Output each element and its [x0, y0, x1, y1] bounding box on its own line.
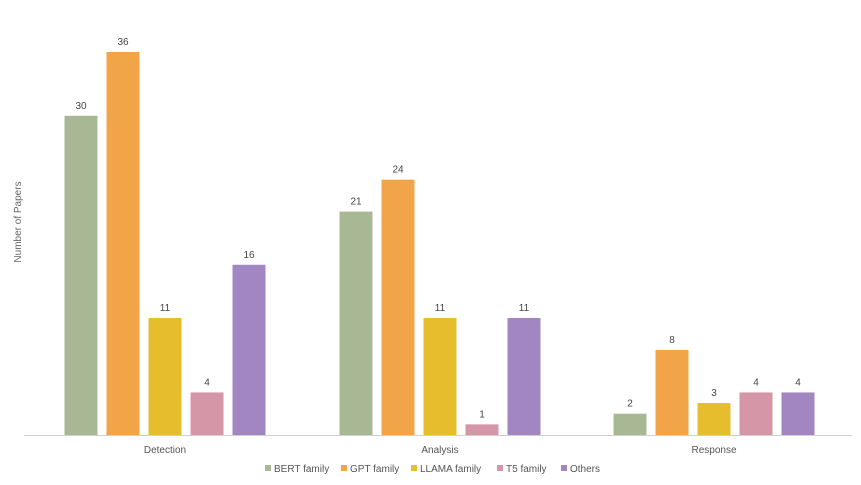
data-label: 4: [795, 377, 801, 388]
legend-label: T5 family: [506, 464, 547, 475]
bar-analysis-llama-family: [423, 317, 457, 435]
legend-item-gpt-family: GPT family: [341, 464, 399, 475]
category-label: Analysis: [421, 445, 458, 456]
bar-detection-others: [232, 264, 266, 435]
legend-item-bert-family: BERT family: [265, 464, 329, 475]
data-label: 4: [753, 377, 759, 388]
bar-detection-gpt-family: [106, 52, 140, 435]
legend-label: BERT family: [274, 464, 329, 475]
bar-detection-t5-family: [190, 392, 224, 435]
bar-response-gpt-family: [655, 349, 689, 435]
category-labels: Detection Analysis Response: [144, 445, 737, 456]
data-label: 2: [627, 399, 633, 410]
legend-swatch: [265, 465, 271, 471]
bar-response-bert-family: [613, 413, 647, 435]
legend-swatch: [411, 465, 417, 471]
legend: BERT family GPT family LLAMA family T5 fami…: [265, 464, 600, 475]
data-label: 1: [479, 409, 485, 420]
data-label: 16: [243, 250, 255, 261]
y-axis-title: Number of Papers: [13, 181, 24, 262]
data-label: 4: [204, 377, 210, 388]
legend-swatch: [561, 465, 567, 471]
bar-analysis-bert-family: [339, 211, 373, 435]
data-label: 11: [519, 303, 530, 314]
legend-label: LLAMA family: [420, 464, 481, 475]
bar-response-others: [781, 392, 815, 435]
data-label: 21: [350, 197, 362, 208]
legend-swatch: [341, 465, 347, 471]
data-label: 24: [392, 165, 404, 176]
data-label: 8: [669, 335, 675, 346]
data-label: 30: [75, 101, 87, 112]
legend-item-others: Others: [561, 464, 600, 475]
data-label: 11: [435, 303, 446, 314]
bar-detection-bert-family: [64, 115, 98, 435]
legend-label: GPT family: [350, 464, 399, 475]
data-label: 3: [711, 388, 717, 399]
bar-detection-llama-family: [148, 317, 182, 435]
legend-item-llama-family: LLAMA family: [411, 464, 481, 475]
category-label: Detection: [144, 445, 186, 456]
bar-response-llama-family: [697, 403, 731, 435]
bar-analysis-gpt-family: [381, 179, 415, 435]
data-label: 11: [160, 303, 171, 314]
legend-item-t5-family: T5 family: [497, 464, 547, 475]
bar-analysis-others: [507, 317, 541, 435]
legend-label: Others: [570, 464, 600, 475]
legend-swatch: [497, 465, 503, 471]
category-label: Response: [691, 445, 736, 456]
bar-analysis-t5-family: [465, 424, 499, 435]
bar-response-t5-family: [739, 392, 773, 435]
data-label: 36: [117, 37, 129, 48]
